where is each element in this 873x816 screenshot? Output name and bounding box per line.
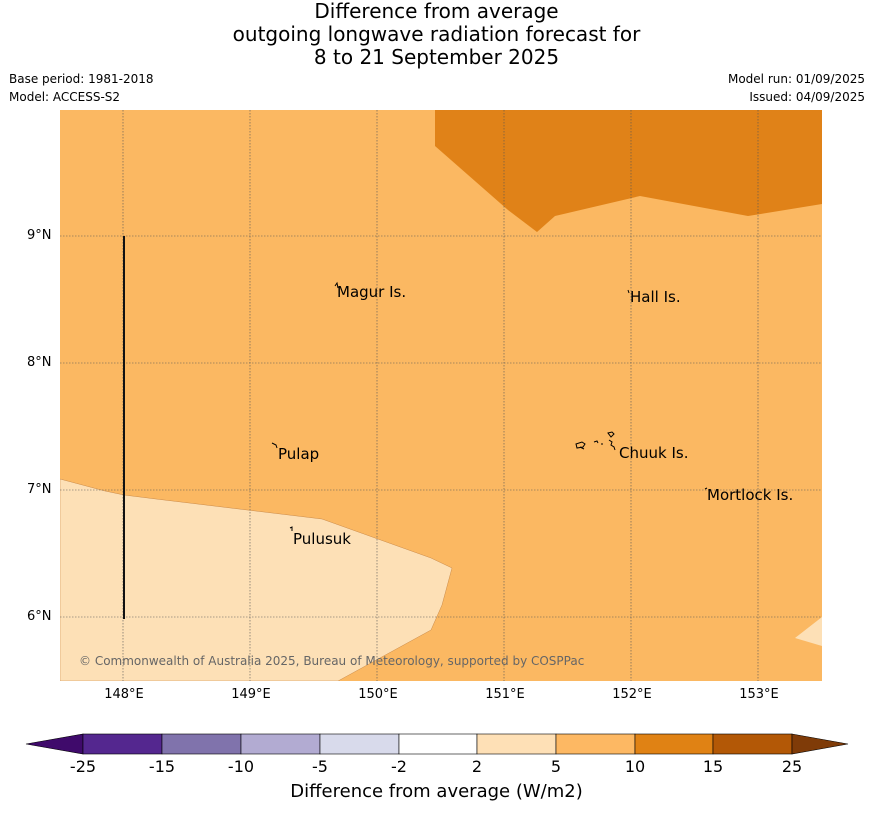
colorbar-tick-10: 10: [624, 757, 646, 776]
meta-right: Model run: 01/09/2025 Issued: 04/09/2025: [728, 70, 865, 106]
lon-label-153e: 153°E: [739, 687, 779, 702]
colorbar-tick-5: 5: [550, 757, 562, 776]
issued-date: Issued: 04/09/2025: [749, 90, 865, 104]
colorbar-extend-low: [25, 733, 84, 755]
base-period: Base period: 1981-2018: [9, 72, 154, 86]
colorbar-tick-2: 2: [471, 757, 483, 776]
colorbar-tick-25: 25: [781, 757, 803, 776]
place-magur: Magur Is.: [337, 283, 407, 301]
colorbar-tick-m10: -10: [227, 757, 255, 776]
lon-label-149e: 149°E: [231, 687, 271, 702]
place-chuuk: Chuuk Is.: [619, 444, 689, 462]
title-line-3: 8 to 21 September 2025: [313, 45, 560, 69]
colorbar-label: Difference from average (W/m2): [290, 781, 583, 802]
colorbar-seg-8: [634, 733, 714, 755]
colorbar-seg-9: [712, 733, 793, 755]
place-hall: Hall Is.: [630, 288, 681, 306]
colorbar-extend-high: [791, 733, 849, 755]
map-title: Difference from average outgoing longwav…: [0, 0, 873, 69]
map-area[interactable]: [60, 110, 822, 681]
colorbar-seg-3: [240, 733, 321, 755]
colorbar-seg-2: [161, 733, 242, 755]
colorbar-tick-m5: -5: [312, 757, 328, 776]
colorbar-seg-4: [319, 733, 400, 755]
place-pulap: Pulap: [278, 445, 320, 463]
place-mortlock: Mortlock Is.: [707, 486, 794, 504]
place-pulusuk: Pulusuk: [293, 530, 351, 548]
title-line-1: Difference from average: [314, 0, 559, 23]
colorbar-tick-m2: -2: [391, 757, 407, 776]
lat-label-6n: 6°N: [27, 609, 52, 624]
colorbar-tick-15: 15: [702, 757, 724, 776]
meta-left: Base period: 1981-2018 Model: ACCESS-S2: [9, 70, 154, 106]
band-2-5-region-east: [795, 617, 822, 646]
colorbar-tick-m15: -15: [148, 757, 176, 776]
colorbar-seg-5: [398, 733, 478, 755]
lon-label-151e: 151°E: [485, 687, 525, 702]
colorbar-seg-6: [476, 733, 557, 755]
colorbar: [25, 733, 849, 755]
lon-label-152e: 152°E: [612, 687, 652, 702]
lat-label-9n: 9°N: [27, 228, 52, 243]
band-2-5-region: [60, 478, 453, 681]
island-outlines: [271, 281, 708, 531]
title-line-2: outgoing longwave radiation forecast for: [232, 22, 641, 46]
lon-label-150e: 150°E: [358, 687, 398, 702]
lat-label-7n: 7°N: [27, 482, 52, 497]
copyright-notice: © Commonwealth of Australia 2025, Bureau…: [79, 654, 585, 668]
colorbar-tick-m25: -25: [69, 757, 97, 776]
band-10-15-region: [435, 110, 822, 232]
lat-label-8n: 8°N: [27, 355, 52, 370]
lon-label-148e: 148°E: [104, 687, 144, 702]
gridlines: [60, 110, 822, 681]
model-run: Model run: 01/09/2025: [727, 72, 865, 86]
colorbar-seg-1: [82, 733, 163, 755]
colorbar-seg-7: [555, 733, 636, 755]
model-name: Model: ACCESS-S2: [9, 90, 121, 104]
